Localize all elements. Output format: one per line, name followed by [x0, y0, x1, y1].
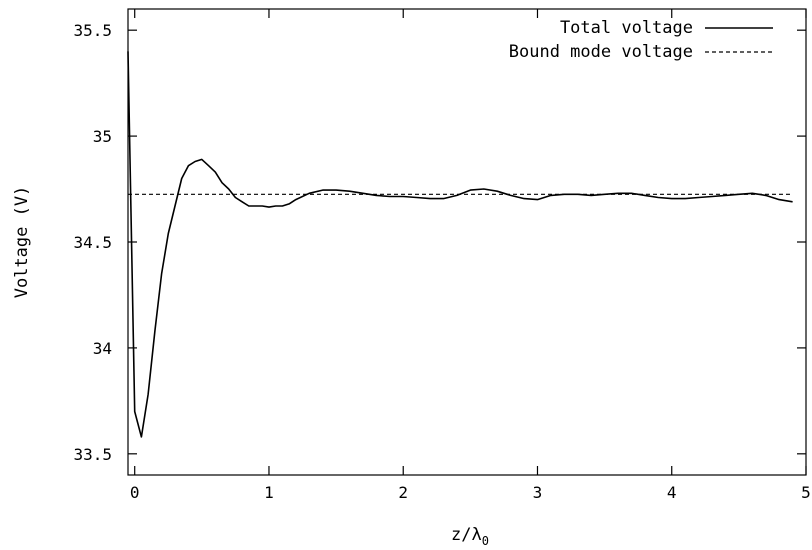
legend: Total voltage Bound mode voltage — [509, 18, 773, 62]
ticks — [128, 9, 807, 475]
series-line-total-voltage — [127, 51, 793, 438]
x-axis-label-main: z/λ — [451, 525, 482, 545]
y-tick-label: 35 — [93, 127, 112, 146]
legend-label-bound-mode-voltage: Bound mode voltage — [509, 42, 693, 62]
x-tick-label: 3 — [533, 483, 543, 502]
x-axis-label: z/λ0 — [451, 525, 489, 548]
plot-frame — [127, 8, 807, 476]
x-axis-label-subscript: 0 — [482, 534, 489, 548]
x-tick-label: 4 — [667, 483, 677, 502]
y-tick-label: 35.5 — [73, 21, 112, 40]
y-tick-label: 34 — [93, 339, 112, 358]
x-tick-label: 5 — [801, 483, 811, 502]
x-tick-label: 1 — [264, 483, 274, 502]
legend-label-total-voltage: Total voltage — [560, 18, 693, 38]
y-tick-label: 33.5 — [73, 445, 112, 464]
series-layer — [127, 51, 793, 438]
y-tick-label: 34.5 — [73, 233, 112, 252]
y-axis-label: Voltage (V) — [12, 186, 32, 299]
x-tick-label: 0 — [130, 483, 140, 502]
x-tick-label: 2 — [398, 483, 408, 502]
